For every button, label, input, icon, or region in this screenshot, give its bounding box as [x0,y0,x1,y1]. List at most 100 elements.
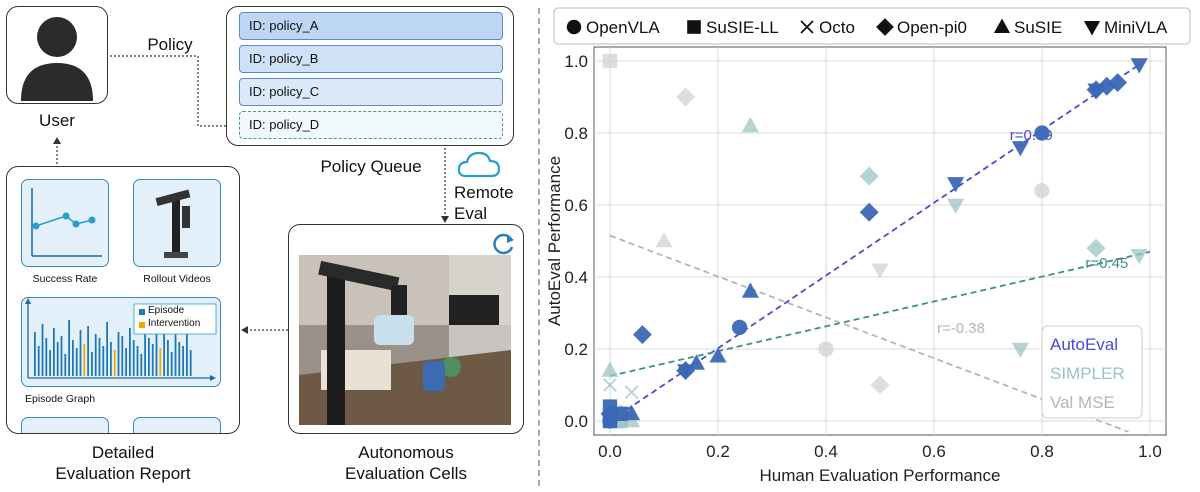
evaluation-cell-photo-frame [288,224,524,434]
x-tick-label: 0.2 [706,442,730,461]
cells-caption-text: Autonomous Evaluation Cells [345,443,467,483]
cloud-icon [457,151,501,178]
episode-bar [178,342,181,376]
data-point [859,166,879,186]
data-point [818,341,834,357]
data-point [947,177,965,193]
episode-bar [159,348,162,376]
data-point [871,263,889,279]
episode-bar [129,328,131,376]
marker-legend [553,7,1191,45]
episode-legend-intervention: Intervention [148,318,201,329]
data-point [1086,238,1106,258]
data-point [623,404,641,421]
remote-eval-label: Remote Eval [454,182,514,224]
data-point [1130,249,1148,265]
episode-bar [75,348,78,376]
success-rate-card[interactable] [21,179,109,267]
episode-bar [113,350,116,376]
remote-eval-text: Remote Eval [454,183,514,223]
fit-line [609,250,1151,377]
episode-bar [98,338,101,376]
queue-item[interactable]: ID: policy_C [239,78,503,106]
x-tick-label: 0.0 [598,442,622,461]
rollout-video-thumbnail [155,189,191,258]
episode-bar [144,330,146,376]
method-legend-entry: Val MSE [1050,393,1115,412]
user-label: User [39,111,75,130]
rollout-videos-label: Rollout Videos [143,273,211,285]
success-rate-label: Success Rate [32,273,98,285]
data-point [602,399,618,414]
episode-bar [189,350,192,376]
legend-entry: Open-pi0 [897,18,967,37]
data-point [1034,125,1050,141]
queue-item[interactable]: ID: policy_A [239,12,503,40]
report-card-partial-1[interactable] [21,417,109,433]
y-tick-label: 0.4 [564,268,588,287]
report-card-partial-2[interactable] [133,417,221,433]
legend-entry: SuSIE-LL [706,18,779,37]
evaluation-report: Success Rate Rollout Videos Episode [6,166,240,434]
episode-bar [182,346,184,376]
method-legend [1041,325,1143,419]
method-legend-entry: AutoEval [1050,335,1118,354]
y-tick-label: 0.2 [564,340,588,359]
episode-graph-label: Episode Graph [25,393,96,405]
refresh-icon [493,233,514,255]
data-point [947,198,965,214]
episode-bar [117,332,120,376]
data-point [602,413,618,429]
episode-bar [91,352,93,376]
legend-marker [566,19,582,35]
policy-queue: ID: policy_A ID: policy_B ID: policy_C I… [226,6,514,146]
data-point [741,116,759,133]
episode-legend-episode: Episode [148,305,185,316]
episode-graph-card[interactable]: Episode Intervention [21,297,221,387]
episode-bar [56,342,59,376]
data-point [624,385,639,400]
episode-bar [45,338,48,376]
episode-bar [136,346,139,376]
data-point [1011,342,1029,358]
data-point [731,319,748,336]
legend-entry: MiniVLA [1104,18,1168,37]
episode-bar [102,346,105,376]
y-tick-label: 0.0 [564,412,588,431]
legend-marker [1083,21,1101,36]
cells-to-report-arrow [241,326,288,334]
legend-entry: OpenVLA [586,18,660,37]
episode-bar [79,330,82,376]
data-point [741,282,759,298]
episode-bar [132,340,135,376]
episode-bar [41,324,44,376]
episode-bar [140,354,143,376]
success-rate-icon [31,188,102,257]
report-to-user-arrow [53,137,61,164]
episode-bar [186,328,188,376]
remote-eval-arrow [441,148,449,223]
episode-graph-chart [25,298,217,381]
data-point [1130,58,1148,74]
queue-title: Policy Queue [320,157,422,176]
data-point [1087,83,1105,99]
robot-cell-photo [299,255,511,425]
episode-bar [106,322,108,376]
episode-bar [72,340,74,376]
episode-bar [110,342,112,376]
correlation-label: r=-0.38 [937,320,985,337]
data-point [709,347,727,363]
episode-bar [151,344,154,376]
x-tick-label: 1.0 [1138,442,1162,461]
episode-bar [163,334,165,376]
queue-item[interactable]: ID: policy_D [239,111,503,139]
legend-entry: Octo [819,18,855,37]
user-avatar-box [6,6,108,104]
report-caption: Detailed Evaluation Report [6,442,240,484]
y-tick-label: 0.6 [564,196,588,215]
queue-item[interactable]: ID: policy_B [239,45,503,73]
data-point [859,202,879,222]
legend-entry: SuSIE [1014,18,1062,37]
episode-bar [155,326,158,376]
rollout-videos-card[interactable] [133,179,221,267]
